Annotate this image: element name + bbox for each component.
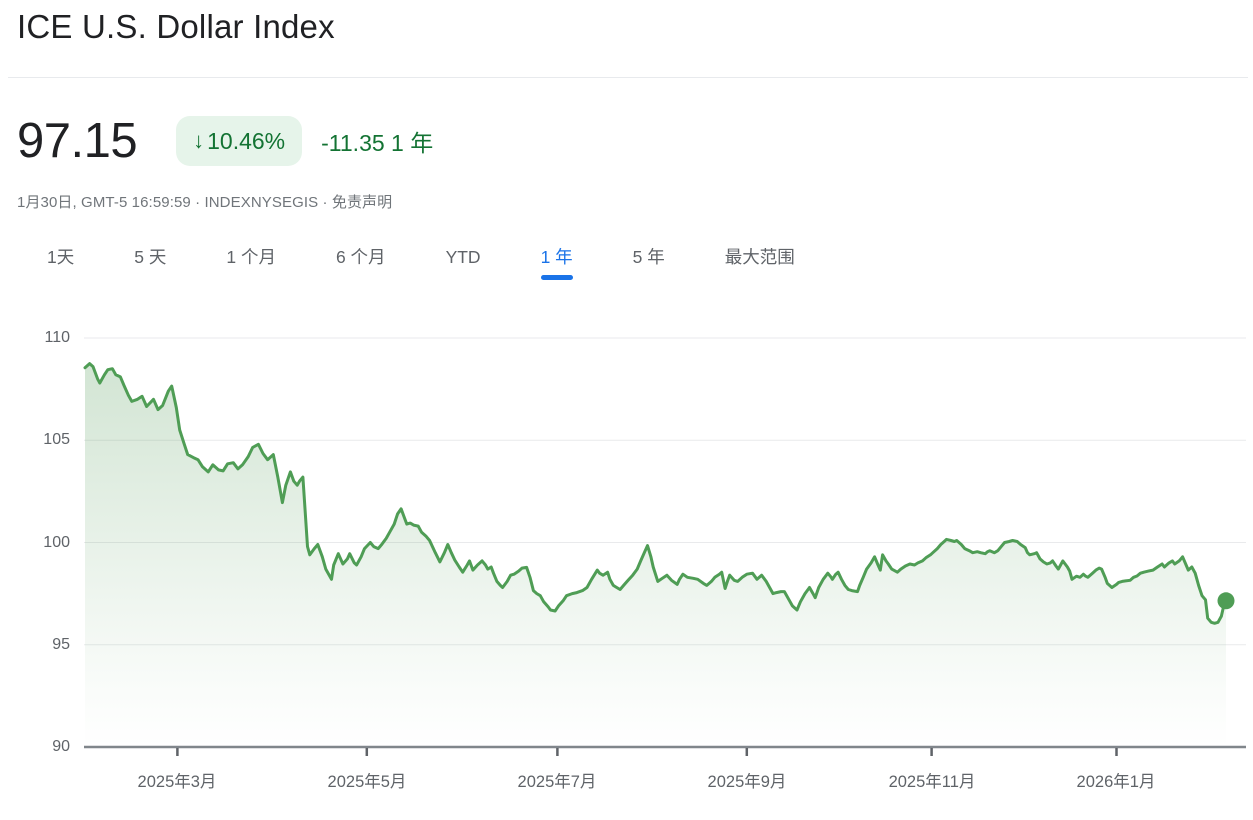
last-price-dot xyxy=(1217,592,1235,610)
arrow-down-icon: ↓ xyxy=(193,128,205,153)
range-tab-4[interactable]: 6 个月 xyxy=(335,247,386,267)
x-axis-label: 2025年7月 xyxy=(517,773,597,791)
range-tab-6-selected[interactable]: 1 年 xyxy=(540,247,573,280)
x-axis-label: 2025年9月 xyxy=(707,773,787,791)
y-axis-label-95: 95 xyxy=(52,636,70,653)
chart-price-line xyxy=(83,362,1228,625)
change-percent-badge: ↓ 10.46% xyxy=(176,116,303,166)
header-divider xyxy=(8,77,1248,78)
change-absolute: -11.35 1 年 xyxy=(321,130,434,156)
range-tab-5[interactable]: YTD xyxy=(445,247,481,267)
x-axis-label: 2025年3月 xyxy=(137,773,217,791)
line-chart-svg xyxy=(83,337,1246,756)
range-tab-1[interactable]: 1天 xyxy=(47,247,75,267)
y-axis-label-110: 110 xyxy=(44,329,70,346)
x-axis-label: 2026年1月 xyxy=(1076,773,1156,791)
quote-timestamp: 1月30日, GMT-5 16:59:59 · INDEXNYSEGIS · xyxy=(17,194,332,211)
y-axis-label-100: 100 xyxy=(43,534,70,551)
chart-area-fill xyxy=(85,363,1226,747)
price-chart[interactable]: 110 105 100 95 90 2025年3月 2025年5月 2025年7月 2025年… xyxy=(0,310,1253,810)
price-row: 97.15 ↓ 10.46% -11.35 1 年 xyxy=(17,112,433,170)
y-axis-label-105: 105 xyxy=(43,431,70,448)
range-tabs: 1天 5 天 1 个月 6 个月 YTD 1 年 5 年 最大范围 xyxy=(47,245,795,280)
range-tab-8[interactable]: 最大范围 xyxy=(724,247,795,267)
page-title: ICE U.S. Dollar Index xyxy=(17,8,335,45)
range-tab-2[interactable]: 5 天 xyxy=(134,247,167,267)
y-axis-label-90: 90 xyxy=(52,738,70,755)
x-axis-label: 2025年5月 xyxy=(327,773,407,791)
disclaimer-link[interactable]: 免责声明 xyxy=(331,194,393,211)
current-price: 97.15 xyxy=(17,114,138,168)
range-tab-3[interactable]: 1 个月 xyxy=(226,247,276,267)
change-percent-value: 10.46% xyxy=(207,127,286,154)
x-axis-label: 2025年11月 xyxy=(888,773,976,791)
quote-meta-line: 1月30日, GMT-5 16:59:59 · INDEXNYSEGIS · 免… xyxy=(17,191,392,212)
range-tab-7[interactable]: 5 年 xyxy=(632,247,665,267)
